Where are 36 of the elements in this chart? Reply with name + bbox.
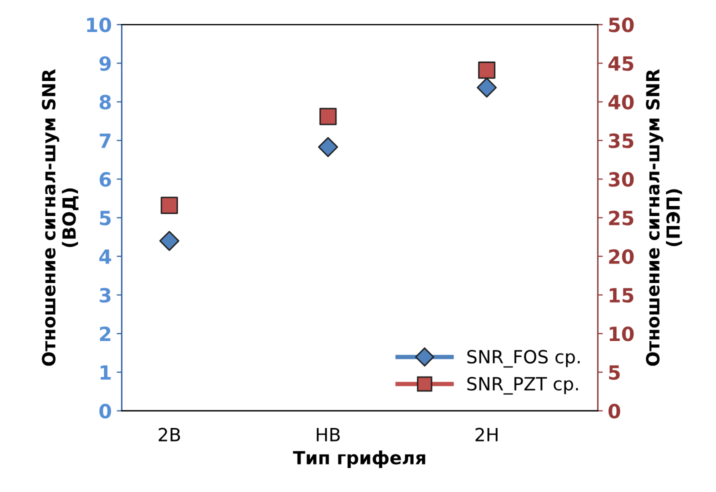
y2-tick-label: 20 — [609, 249, 634, 264]
y-tick-label: 8 — [100, 94, 111, 110]
y-tick-label: 1 — [100, 365, 111, 380]
point — [318, 137, 338, 158]
legend-label: SNR_FOS ср. — [467, 350, 580, 368]
point — [159, 230, 180, 251]
y2-tick-label: 35 — [608, 133, 634, 148]
y2-tick-label: 15 — [610, 288, 634, 303]
y-tick-label: 10 — [87, 18, 112, 32]
y2-tick-label: 45 — [608, 56, 634, 71]
point — [160, 196, 178, 214]
y-tick-label: 6 — [100, 172, 111, 187]
y-tick-label: 9 — [99, 56, 111, 71]
y-tick-label: 2 — [100, 326, 110, 341]
y2-axis-title: Отношение сигнал-шум SNR (ПЭП) — [646, 69, 682, 366]
x-tick-label: 2B — [158, 428, 180, 442]
y2-tick-label: 25 — [609, 210, 634, 226]
y2-tick-label: 0 — [608, 404, 620, 418]
point — [476, 78, 497, 98]
x-tick-label: 2H — [476, 428, 498, 442]
y2-tick-label: 40 — [608, 94, 634, 110]
x-tick-label: HB — [316, 428, 340, 442]
y-tick-label: 4 — [99, 250, 112, 264]
y-tick-label: 3 — [100, 288, 110, 303]
y-tick-label: 7 — [100, 134, 110, 148]
point — [319, 108, 337, 126]
x-axis-title: Тип грифеля — [293, 450, 426, 468]
y-tick-label: 0 — [99, 404, 112, 418]
y-tick-label: 5 — [100, 210, 111, 226]
y2-tick-label: 30 — [608, 172, 634, 187]
point — [478, 62, 496, 79]
y2-tick-label: 50 — [609, 18, 634, 32]
y2-tick-label: 10 — [610, 326, 634, 342]
y2-tick-label: 5 — [609, 365, 620, 380]
y-axis-title: Отношение сигнал-шум SNR (ВОД) — [42, 69, 78, 366]
legend-label: SNR_PZT ср. — [467, 376, 578, 395]
